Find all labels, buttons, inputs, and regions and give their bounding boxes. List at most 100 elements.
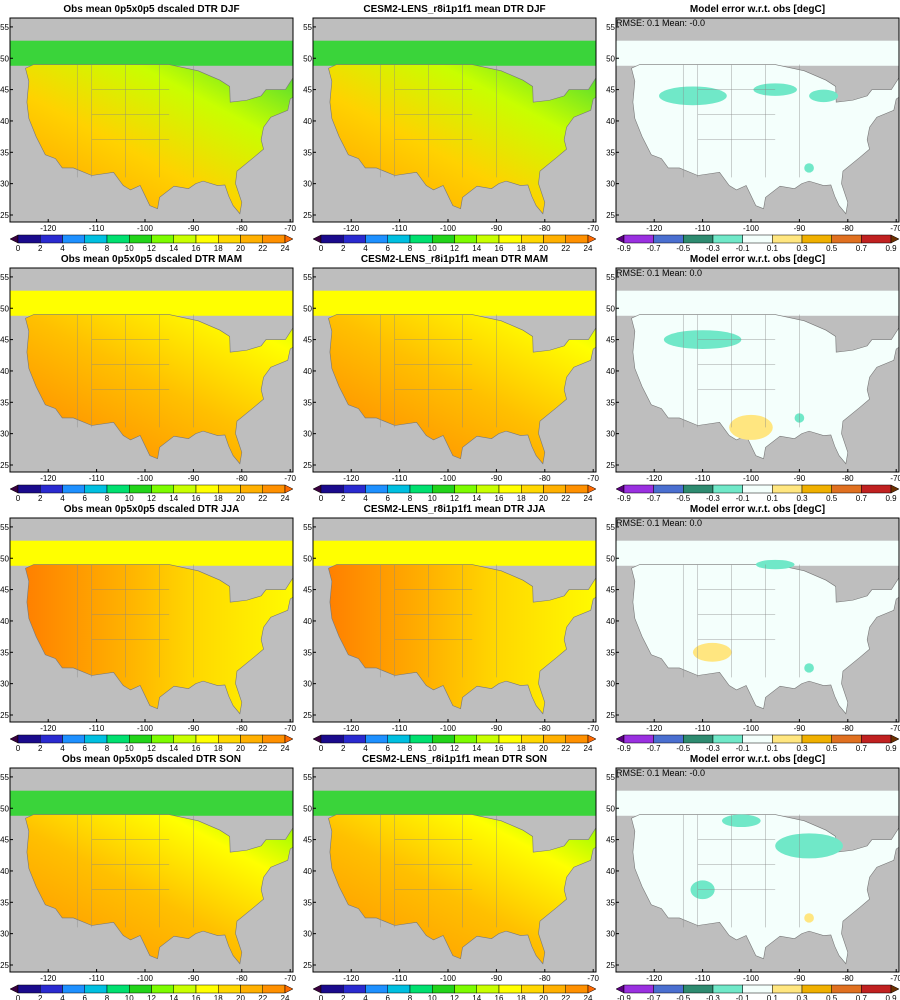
lon-tick-label: -80 bbox=[236, 474, 248, 483]
colorbar-label: 22 bbox=[561, 494, 570, 503]
map-body bbox=[10, 18, 293, 222]
colorbar-under bbox=[9, 234, 19, 244]
colorbar-bin bbox=[173, 234, 197, 244]
colorbar-bin bbox=[742, 484, 773, 494]
lat-tick-label: 40 bbox=[0, 117, 9, 126]
lon-tick-label: -120 bbox=[646, 974, 663, 983]
colorbar-bin bbox=[320, 484, 344, 494]
colorbar-label: 16 bbox=[495, 494, 504, 503]
lon-tick-label: -90 bbox=[188, 724, 200, 733]
map-frame bbox=[9, 267, 294, 473]
colorbar-label: 0 bbox=[319, 244, 324, 253]
map-body bbox=[313, 768, 596, 972]
colorbar-bin bbox=[151, 984, 174, 994]
colorbar-bin bbox=[387, 234, 411, 244]
colorbar-bin bbox=[173, 734, 197, 744]
colorbar-bin bbox=[240, 984, 263, 994]
colorbar-bin bbox=[476, 984, 500, 994]
lon-tick-label: -80 bbox=[236, 974, 248, 983]
lon-tick-label: -100 bbox=[440, 974, 457, 983]
colorbar-bin bbox=[543, 734, 566, 744]
lat-tick-label: 30 bbox=[0, 430, 9, 439]
colorbar-label: 0 bbox=[319, 494, 324, 503]
colorbar-label: 22 bbox=[258, 744, 267, 753]
colorbar-label: 8 bbox=[408, 244, 413, 253]
colorbar-label: 4 bbox=[60, 244, 65, 253]
colorbar-under bbox=[312, 734, 322, 744]
colorbar-under bbox=[9, 984, 19, 994]
colorbar-bin bbox=[40, 984, 63, 994]
panel-title: Model error w.r.t. obs [degC] bbox=[690, 4, 825, 15]
canada bbox=[10, 790, 293, 816]
stats-annotation: RMSE: 0.1 Mean: -0.0 bbox=[616, 768, 705, 778]
lat-tick-label: 35 bbox=[0, 148, 9, 157]
colorbar-bin bbox=[454, 484, 477, 494]
colorbar-bin bbox=[521, 734, 544, 744]
colorbar-bin bbox=[106, 734, 130, 744]
map-frame bbox=[312, 767, 597, 973]
colorbar-bin bbox=[173, 484, 197, 494]
colorbar-bin bbox=[218, 984, 241, 994]
lat-tick-label: 45 bbox=[606, 86, 615, 95]
lon-tick-label: -80 bbox=[236, 724, 248, 733]
colorbar-bin bbox=[365, 984, 388, 994]
lat-tick-label: 55 bbox=[303, 773, 312, 782]
lon-tick-label: -90 bbox=[794, 224, 806, 233]
colorbar-bin bbox=[454, 984, 477, 994]
colorbar-bin bbox=[454, 234, 477, 244]
colorbar-over bbox=[587, 984, 597, 994]
map-panel: Model error w.r.t. obs [degC] 25 30 35 40 45 5… bbox=[606, 254, 900, 503]
lon-tick-label: -70 bbox=[284, 974, 296, 983]
colorbar-bin bbox=[40, 484, 63, 494]
colorbar-label: 0 bbox=[16, 994, 21, 1000]
colorbar-bin bbox=[653, 734, 684, 744]
error-region bbox=[721, 814, 761, 828]
colorbar-label: 2 bbox=[38, 744, 43, 753]
lon-tick-label: -70 bbox=[587, 224, 599, 233]
colorbar-bin bbox=[151, 734, 174, 744]
lat-tick-label: 55 bbox=[606, 523, 615, 532]
lon-tick-label: -70 bbox=[890, 224, 900, 233]
colorbar-label: -0.3 bbox=[706, 744, 720, 753]
lat-tick-label: 25 bbox=[606, 961, 615, 970]
lon-tick-label: -80 bbox=[539, 724, 551, 733]
colorbar-label: 16 bbox=[495, 994, 504, 1000]
lon-tick-label: -120 bbox=[343, 974, 360, 983]
colorbar-label: 14 bbox=[169, 744, 178, 753]
stats-annotation: RMSE: 0.1 Mean: -0.0 bbox=[616, 18, 705, 28]
panel-title: Obs mean 0p5x0p5 dscaled DTR MAM bbox=[61, 254, 242, 265]
panel-title: CESM2-LENS_r8i1p1f1 mean DTR MAM bbox=[361, 254, 548, 265]
colorbar-bin bbox=[218, 734, 241, 744]
lon-tick-label: -90 bbox=[188, 974, 200, 983]
lat-tick-label: 40 bbox=[303, 117, 312, 126]
lon-tick-label: -110 bbox=[695, 974, 711, 983]
colorbar-label: 4 bbox=[60, 494, 65, 503]
colorbar-bin bbox=[129, 234, 152, 244]
panel-title: CESM2-LENS_r8i1p1f1 mean DTR SON bbox=[362, 754, 547, 765]
colorbar-label: 12 bbox=[147, 994, 156, 1000]
lon-tick-label: -110 bbox=[392, 974, 408, 983]
colorbar-label: 18 bbox=[517, 494, 526, 503]
colorbar-bin bbox=[17, 484, 41, 494]
colorbar-label: 6 bbox=[83, 244, 88, 253]
colorbar-bin bbox=[521, 234, 544, 244]
colorbar-label: 14 bbox=[169, 494, 178, 503]
colorbar-bin bbox=[653, 484, 684, 494]
colorbar-over bbox=[890, 484, 900, 494]
colorbar-label: -0.5 bbox=[676, 994, 690, 1000]
panel-title: Model error w.r.t. obs [degC] bbox=[690, 254, 825, 265]
colorbar-label: 10 bbox=[125, 994, 134, 1000]
colorbar-bin bbox=[498, 234, 522, 244]
lat-tick-label: 35 bbox=[0, 898, 9, 907]
map-frame bbox=[9, 767, 294, 973]
panel-title: Obs mean 0p5x0p5 dscaled DTR DJF bbox=[63, 4, 239, 15]
map-frame bbox=[9, 17, 294, 223]
lon-tick-label: -70 bbox=[587, 974, 599, 983]
lon-tick-label: -110 bbox=[695, 724, 711, 733]
lat-tick-label: 25 bbox=[606, 711, 615, 720]
lat-tick-label: 35 bbox=[303, 648, 312, 657]
colorbar-bin bbox=[84, 234, 108, 244]
colorbar-label: 0.3 bbox=[796, 744, 808, 753]
map-panel: CESM2-LENS_r8i1p1f1 mean DTR DJF25303540… bbox=[303, 4, 599, 253]
colorbar-label: 2 bbox=[341, 244, 346, 253]
